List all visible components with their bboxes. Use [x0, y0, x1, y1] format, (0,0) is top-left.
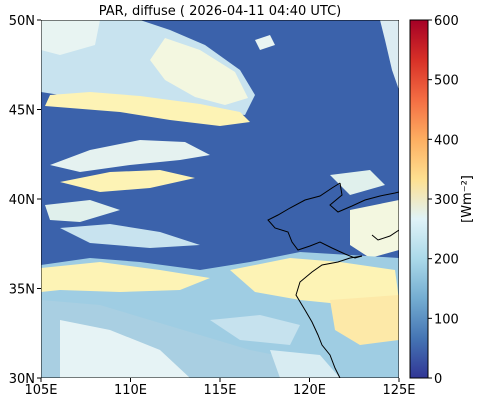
colorbar-tick-label: 400: [434, 133, 459, 148]
colorbar: 0 100 200 300 400 500 600 [Wm⁻²]: [409, 14, 475, 387]
south-cloud-mass: [41, 252, 399, 378]
x-tick-label: 120E: [293, 383, 326, 398]
colorbar-bar: [409, 19, 429, 379]
x-tick-label: 115E: [203, 383, 236, 398]
y-tick-label: 50N: [9, 14, 35, 29]
colorbar-tick-label: 300: [434, 193, 459, 208]
east-cloud-patches: [330, 170, 399, 258]
map-title: PAR, diffuse ( 2026-04-11 04:40 UTC): [99, 4, 342, 19]
x-tick-label: 110E: [114, 383, 147, 398]
x-tick-label: 105E: [24, 383, 57, 398]
y-tick-label: 45N: [9, 104, 35, 119]
coastline: [267, 182, 399, 378]
colorbar-tick-label: 600: [434, 14, 459, 29]
colorbar-tick-label: 100: [434, 312, 459, 327]
x-tick-label: 125E: [382, 383, 415, 398]
colorbar-label: [Wm⁻²]: [460, 175, 475, 223]
y-tick-label: 40N: [9, 193, 35, 208]
y-tick-label: 35N: [9, 283, 35, 298]
colorbar-tick-label: 200: [434, 253, 459, 268]
colorbar-tick-label: 0: [434, 372, 442, 387]
north-cloud-band: [41, 20, 399, 126]
map-panel: [41, 20, 399, 378]
mid-cloud-streaks: [45, 140, 210, 248]
colorbar-tick-label: 500: [434, 74, 459, 89]
y-tick-label: 30N: [9, 372, 35, 387]
y-axis: 50N 45N 40N 35N 30N: [9, 14, 41, 387]
x-axis: 105E 110E 115E 120E 125E: [24, 378, 416, 398]
